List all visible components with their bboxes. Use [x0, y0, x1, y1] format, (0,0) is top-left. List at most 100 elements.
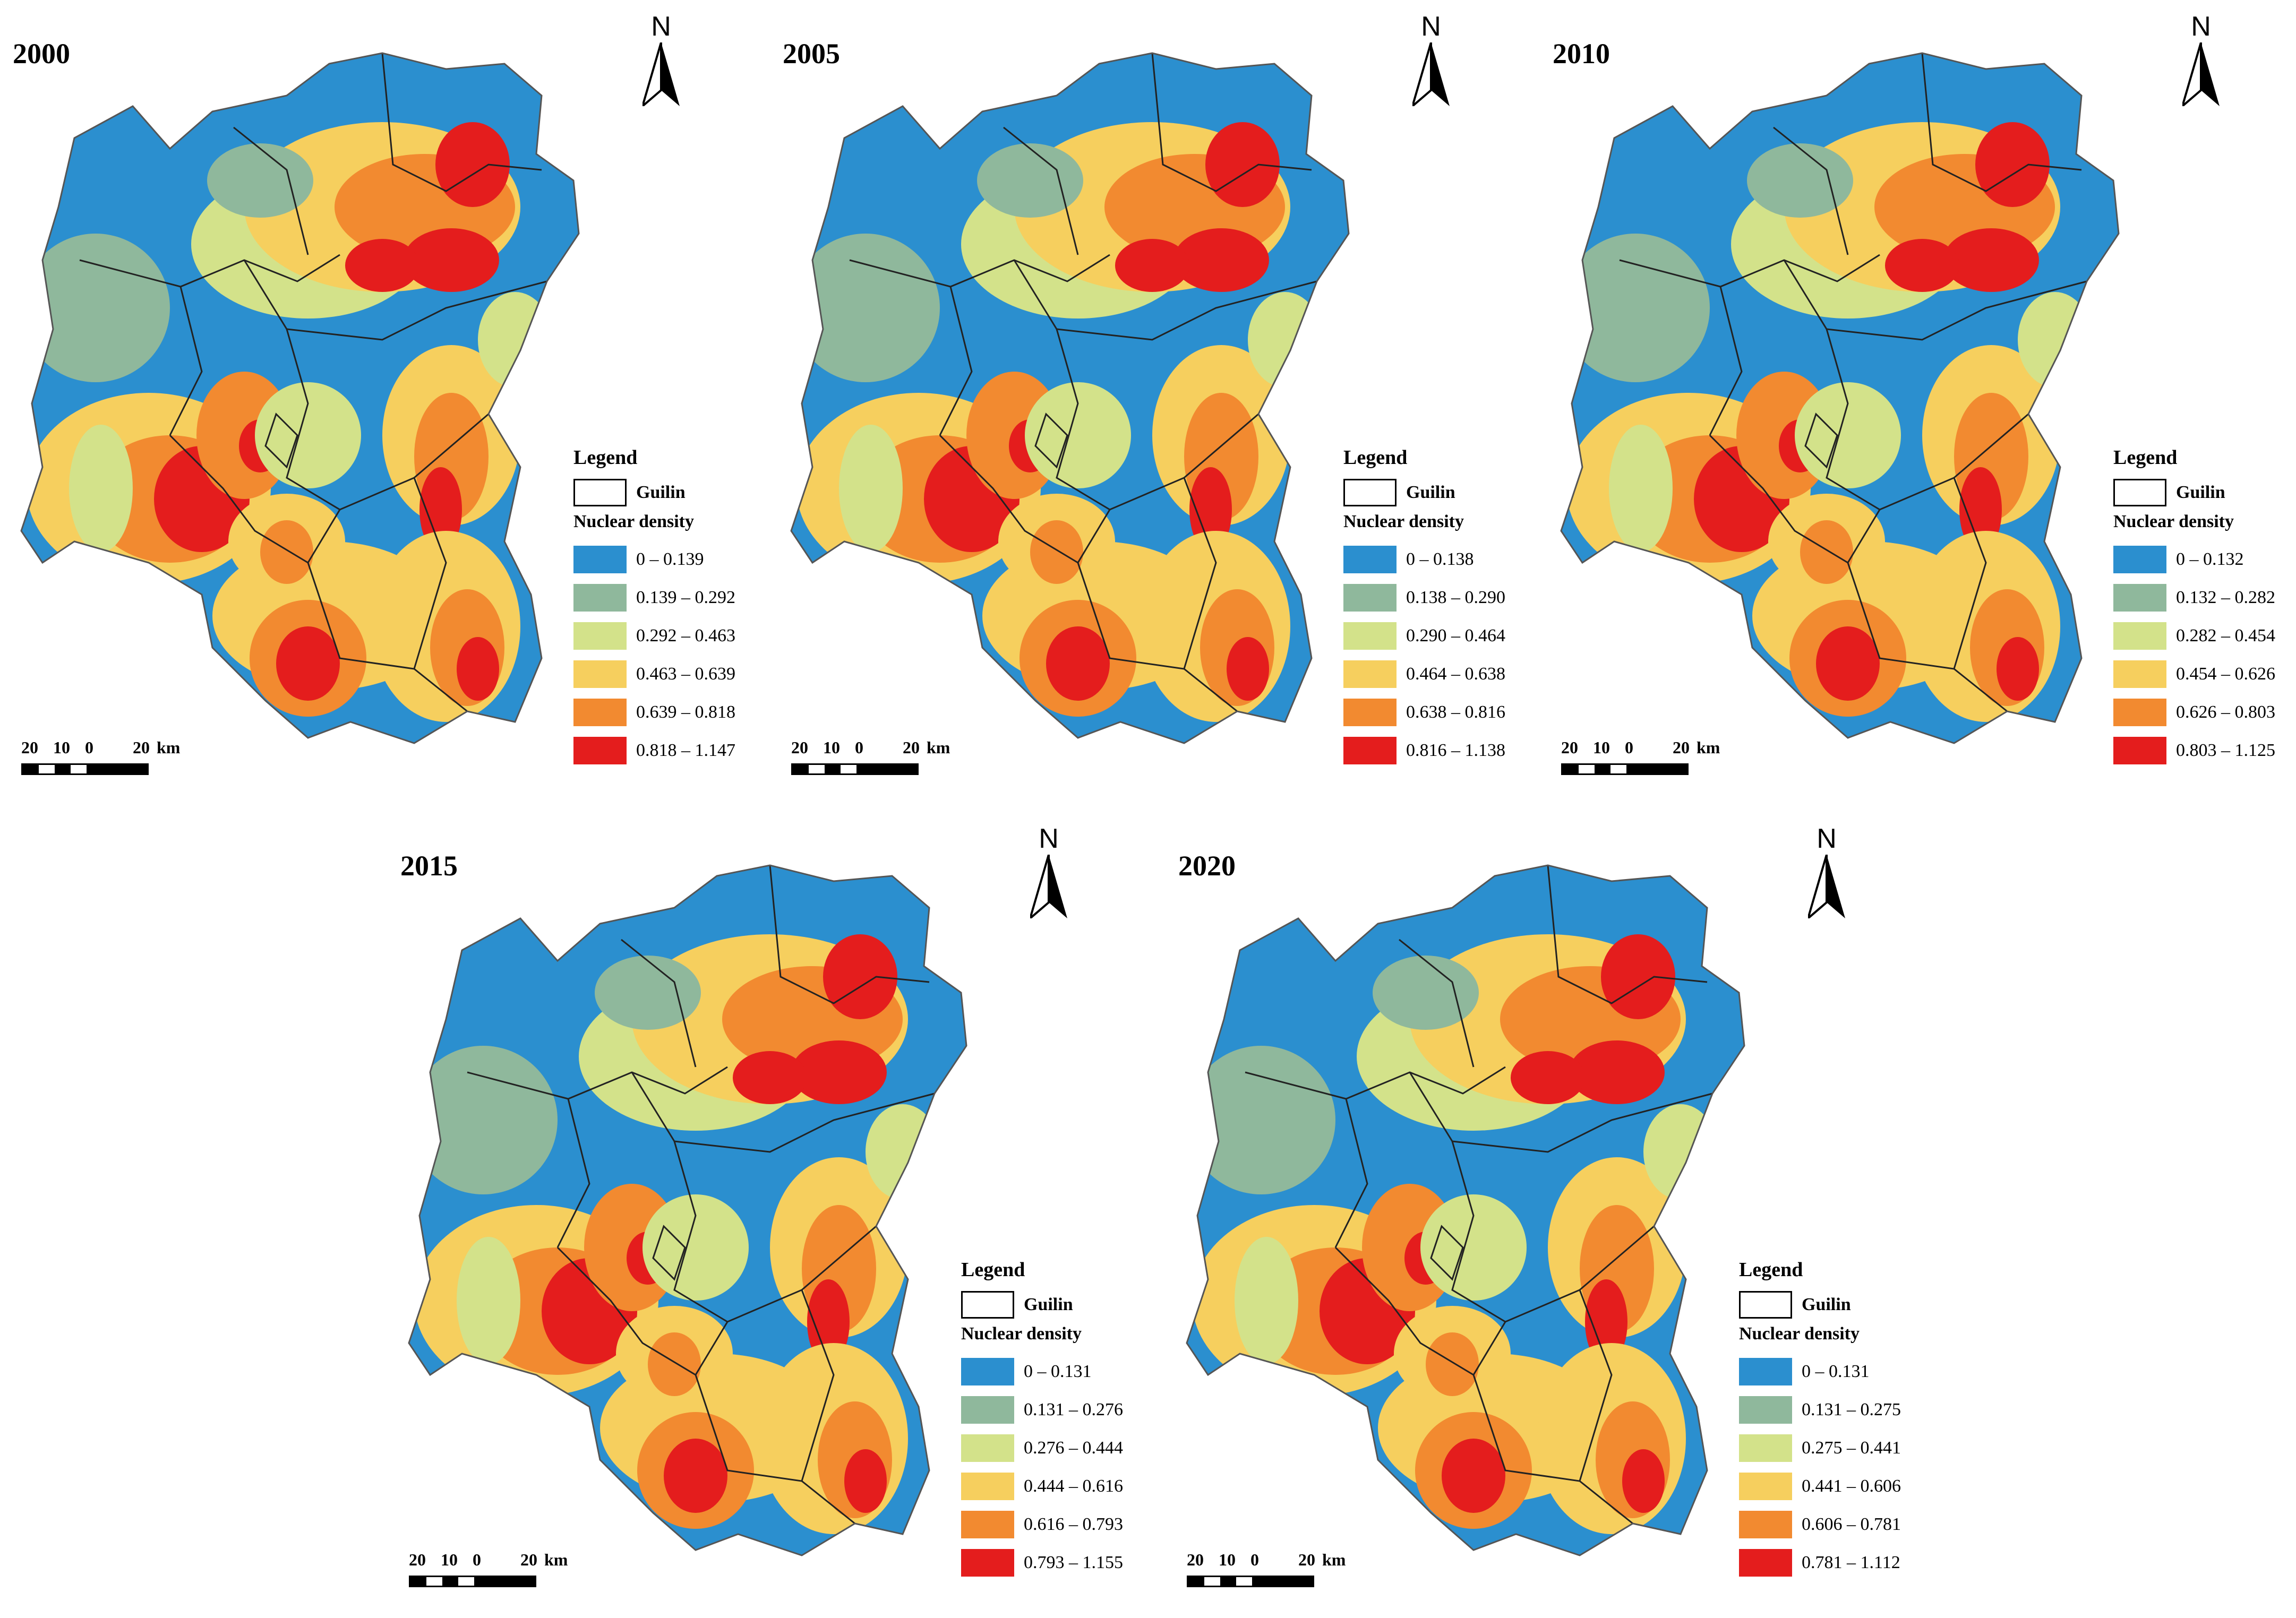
county-boundary — [673, 1141, 877, 1323]
scale-unit: km — [927, 738, 950, 757]
county-boundary — [169, 286, 203, 436]
density-label: Nuclear density — [2113, 512, 2234, 531]
density-surface — [409, 865, 966, 1555]
north-letter: N — [2191, 11, 2211, 42]
density-zone — [1235, 1237, 1298, 1364]
county-boundary — [695, 1374, 855, 1525]
scale-bar: 20 10 0 20 km — [1561, 738, 1720, 786]
guilin-label: Guilin — [636, 483, 686, 502]
legend: Legend Guilin Nuclear density 0 – 0.131 … — [1739, 1258, 1935, 1582]
density-surface — [21, 53, 579, 743]
map-panel-2000: 2000 N Legend Guilin Nuclear density 0 –… — [0, 0, 770, 786]
density-zone — [595, 956, 701, 1030]
class-swatch-1 — [573, 546, 627, 573]
scale-tick: 0 — [855, 738, 863, 757]
scale-bar: 20 10 0 20 km — [21, 738, 180, 786]
class-label-1: 0 – 0.132 — [2176, 549, 2244, 569]
guilin-swatch — [1343, 479, 1397, 506]
density-zone — [404, 228, 499, 292]
north-arrow-icon: N — [1407, 11, 1455, 111]
density-zone — [1030, 520, 1083, 584]
class-swatch-1 — [2113, 546, 2166, 573]
class-swatch-2 — [1343, 584, 1397, 612]
north-arrow-icon: N — [1025, 823, 1073, 924]
county-boundary — [1451, 1141, 1655, 1323]
class-swatch-4 — [573, 660, 627, 688]
panel-year: 2010 — [1553, 38, 1610, 70]
density-zone — [1622, 1449, 1665, 1513]
class-label-6: 0.781 – 1.112 — [1802, 1553, 1900, 1572]
density-zone — [807, 1279, 850, 1364]
legend-title: Legend — [1739, 1259, 1803, 1281]
density-zone — [1800, 520, 1853, 584]
density-zone — [69, 425, 133, 552]
north-arrow-icon: N — [1803, 823, 1850, 924]
density-zone — [1943, 228, 2039, 292]
density-zone — [1959, 467, 2002, 552]
class-label-2: 0.132 – 0.282 — [2176, 588, 2275, 607]
county-boundary — [939, 286, 973, 436]
density-zone — [977, 143, 1083, 218]
density-zone — [457, 1237, 520, 1364]
class-swatch-5 — [573, 699, 627, 726]
density-map — [408, 864, 967, 1556]
class-swatch-6 — [573, 737, 627, 764]
scale-tick: 10 — [1219, 1550, 1236, 1569]
scale-tick: 20 — [791, 738, 808, 757]
density-zone — [1609, 425, 1673, 552]
density-zone — [1747, 143, 1853, 218]
density-zone — [791, 1040, 887, 1104]
county-boundary — [1183, 477, 1217, 669]
scale-tick: 0 — [1625, 738, 1633, 757]
panel-year: 2005 — [783, 38, 840, 70]
class-label-2: 0.131 – 0.276 — [1024, 1400, 1123, 1419]
county-boundary — [1056, 329, 1259, 511]
class-swatch-1 — [961, 1358, 1014, 1385]
density-map — [1560, 52, 2120, 744]
class-swatch-5 — [1343, 699, 1397, 726]
county-boundary — [801, 1289, 835, 1482]
county-boundary — [1847, 562, 2008, 712]
scale-unit: km — [1697, 738, 1720, 757]
county-boundary — [1773, 126, 1849, 255]
density-zone — [1248, 292, 1322, 388]
county-boundary — [556, 1246, 729, 1376]
guilin-outline — [1560, 52, 2120, 744]
density-zone — [1173, 228, 1269, 292]
density-zone — [664, 1439, 727, 1513]
panel-year: 2020 — [1178, 850, 1236, 882]
guilin-outline — [1186, 864, 1745, 1556]
class-label-5: 0.606 – 0.781 — [1802, 1514, 1901, 1534]
scale-tick: 20 — [1561, 738, 1578, 757]
class-swatch-4 — [1343, 660, 1397, 688]
scale-tick: 10 — [1593, 738, 1610, 757]
north-letter: N — [651, 11, 671, 42]
class-label-1: 0 – 0.131 — [1024, 1362, 1092, 1381]
north-letter: N — [1817, 823, 1837, 854]
class-swatch-3 — [961, 1434, 1014, 1462]
density-zone — [866, 1104, 940, 1200]
county-boundary — [1003, 126, 1079, 255]
county-boundary — [769, 865, 930, 1004]
density-zone — [435, 122, 510, 207]
county-boundary — [1430, 1225, 1464, 1281]
guilin-swatch — [1739, 1291, 1792, 1319]
north-letter: N — [1039, 823, 1059, 854]
map-panel-2005: 2005 N Legend Guilin Nuclear density 0 –… — [770, 0, 1540, 786]
class-label-4: 0.444 – 0.616 — [1024, 1476, 1123, 1496]
guilin-outline — [790, 52, 1350, 744]
density-zone — [1187, 1046, 1335, 1194]
county-boundary — [631, 1072, 935, 1153]
class-swatch-5 — [1739, 1511, 1792, 1538]
density-zone — [1997, 637, 2039, 701]
density-label: Nuclear density — [1739, 1324, 1860, 1344]
class-label-5: 0.639 – 0.818 — [636, 702, 735, 722]
county-boundary — [1709, 286, 1743, 436]
class-swatch-5 — [2113, 699, 2166, 726]
guilin-label: Guilin — [1802, 1295, 1851, 1314]
density-zone — [1569, 1040, 1665, 1104]
class-swatch-3 — [573, 622, 627, 650]
legend-title: Legend — [961, 1259, 1025, 1281]
county-boundary — [243, 260, 547, 341]
density-zone — [1975, 122, 2050, 207]
